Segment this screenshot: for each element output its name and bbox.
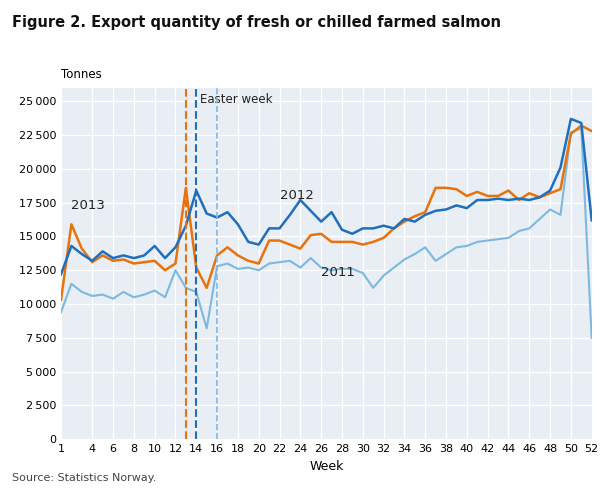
X-axis label: Week: Week: [309, 460, 343, 472]
Text: Figure 2. Export quantity of fresh or chilled farmed salmon: Figure 2. Export quantity of fresh or ch…: [12, 15, 501, 30]
Text: Easter week: Easter week: [201, 93, 273, 106]
Text: 2011: 2011: [321, 265, 355, 279]
Text: 2013: 2013: [71, 200, 106, 212]
Text: Source: Statistics Norway.: Source: Statistics Norway.: [12, 473, 157, 483]
Text: 2012: 2012: [279, 189, 314, 202]
Text: Tonnes: Tonnes: [61, 68, 102, 81]
